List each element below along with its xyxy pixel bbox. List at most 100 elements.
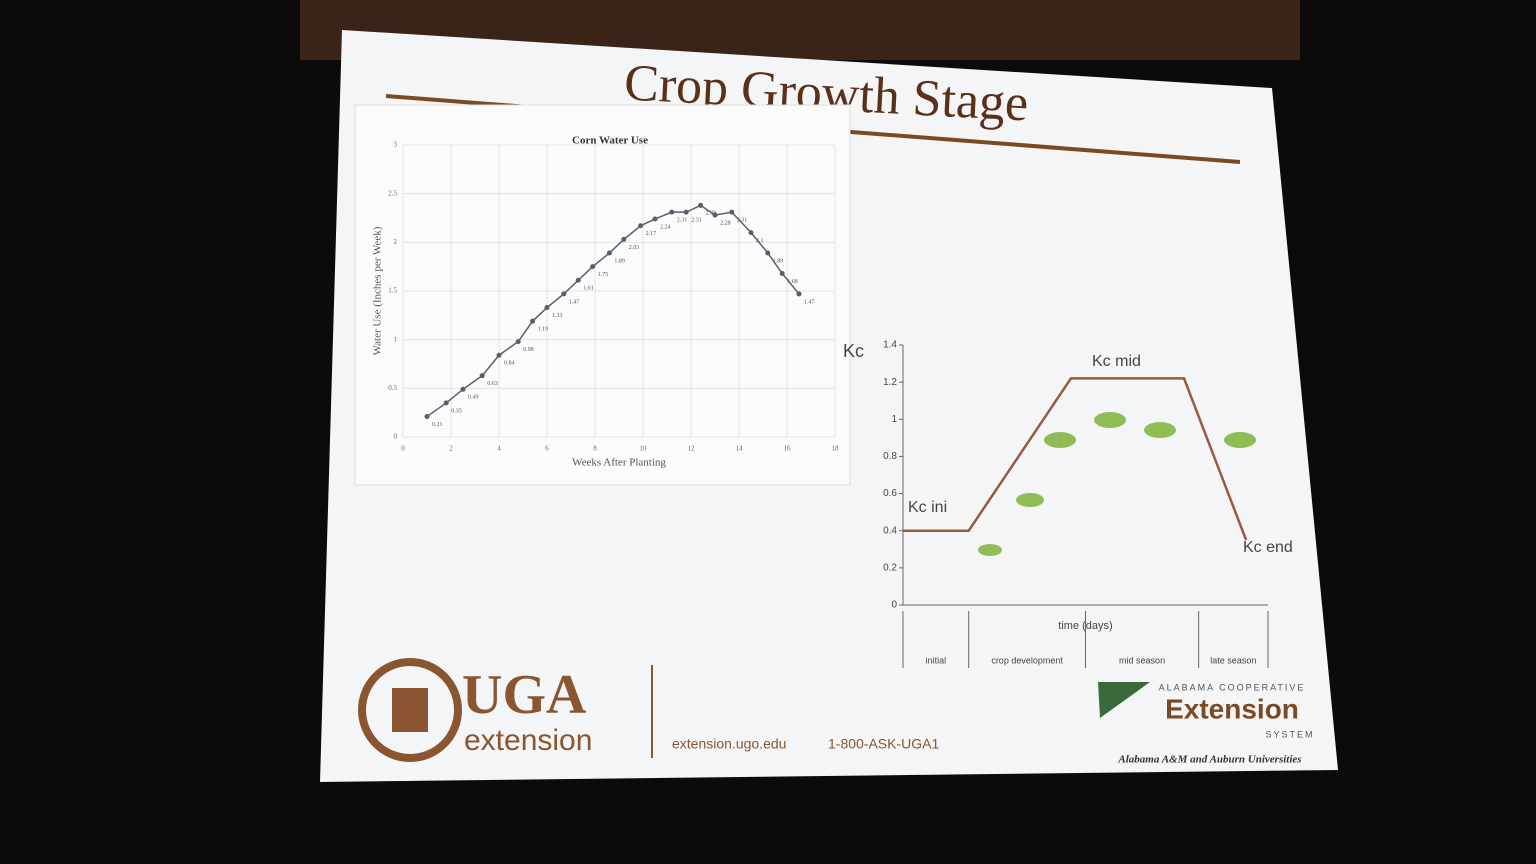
x-tick-label: 2 [449,445,453,453]
y-tick-label: 2 [394,238,398,246]
y-axis-label: Water Use (Inches per Week) [372,226,384,355]
stage-label: crop development [991,655,1063,665]
stage-label: initial [926,655,947,665]
kc-line [903,377,1248,541]
data-point [515,339,521,345]
data-label: 2.31 [737,218,748,224]
y-tick-label: 0.8 [883,451,897,462]
data-label: 1.89 [614,258,625,264]
data-label: 2.31 [677,218,688,224]
annotation: Kc mid [1092,353,1141,370]
data-point [698,202,704,208]
data-label: 1.33 [552,313,563,319]
data-point [561,291,567,297]
leaf [1094,412,1126,428]
data-point [683,209,689,215]
leaf [1044,432,1076,448]
stage-label: mid season [1119,655,1165,665]
data-line [426,204,800,418]
leaf [1224,432,1256,448]
extension: extension [464,724,592,757]
data-label: 2.28 [720,220,731,226]
stage-label: late season [1210,655,1256,665]
annotation: Kc ini [908,499,947,516]
alabama-main: Extension [1165,693,1299,724]
logo-mark [1098,682,1150,718]
data-label: 2.03 [629,245,640,251]
data-point [496,352,502,358]
data-label: 1.89 [773,258,784,264]
y-tick-label: 0 [394,433,398,441]
alabama-system: SYSTEM [1265,729,1314,739]
alabama-unis: Alabama A&M and Auburn Universities [1117,754,1301,766]
data-point [765,250,771,256]
data-point [443,400,449,406]
x-tick-label: 16 [784,445,792,453]
data-label: 1.75 [598,272,609,278]
phone: 1-800-ASK-UGA1 [828,736,939,752]
x-tick-label: 8 [593,445,597,453]
data-label: 1.19 [538,327,549,333]
data-point [652,216,658,222]
url: extension.ugo.edu [672,736,786,752]
data-label: 0.98 [523,347,534,353]
plants [978,412,1256,556]
y-tick-label: 0.2 [883,562,897,573]
data-label: 1.61 [583,286,594,292]
data-label: 0.49 [468,395,479,401]
data-point [748,230,754,236]
data-point [606,250,612,256]
data-point [460,386,466,392]
data-label: 2.24 [660,224,671,230]
y-tick-label: 2.5 [388,189,397,197]
x-tick-label: 10 [640,445,648,453]
x-tick-label: 6 [545,445,549,453]
x-tick-label: 0 [401,445,405,453]
y-tick-label: 1 [394,335,398,343]
logo-arch [392,688,428,732]
data-point [621,236,627,242]
data-point [590,264,596,270]
annotation: Kc end [1243,539,1293,556]
x-axis-label: Weeks After Planting [572,457,666,469]
chart-frame [354,104,851,486]
data-label: 0.84 [504,361,515,367]
leaf [1144,422,1176,438]
data-label: 0.35 [451,408,462,414]
data-point [638,223,644,229]
y-tick-label: 1.5 [388,287,397,295]
chart-title: Corn Water Use [572,135,648,147]
data-point [424,414,430,420]
data-point [712,212,718,218]
logo-ring [358,658,462,762]
x-tick-label: 12 [688,445,696,453]
data-label: 2.38 [706,211,717,217]
y-tick-label: 0.5 [388,384,397,392]
data-point [729,209,735,215]
leaf [978,544,1002,556]
data-point [779,270,785,276]
data-label: 1.47 [804,299,815,305]
data-label: 2.1 [756,238,764,244]
y-tick-label: 3 [394,141,398,149]
y-tick-label: 0 [891,600,897,611]
y-tick-label: 0.4 [883,525,897,536]
uga: UGA [462,664,587,726]
data-label: 0.63 [487,381,498,387]
data-label: 2.31 [691,218,702,224]
data-point [669,209,675,215]
alabama-logo: ALABAMA COOPERATIVE Extension SYSTEM Ala… [1098,682,1314,766]
y-tick-label: 0.6 [883,488,897,499]
data-label: 1.68 [787,279,798,285]
x-tick-label: 18 [832,445,840,453]
y-tick-label: 1.2 [883,377,897,388]
alabama-top: ALABAMA COOPERATIVE [1159,682,1306,692]
y-tick-label: 1 [891,414,897,425]
data-label: 1.47 [569,299,580,305]
y-axis-label: Kc [843,341,864,361]
x-tick-label: 4 [497,445,501,453]
data-label: 0.21 [432,422,443,428]
x-tick-label: 14 [736,445,744,453]
